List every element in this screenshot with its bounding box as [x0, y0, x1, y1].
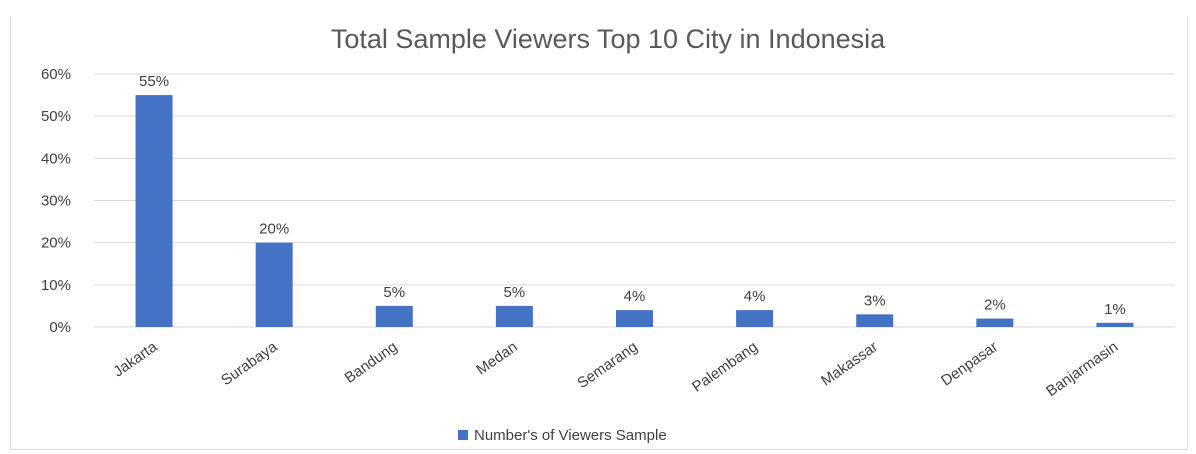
data-label: 55% [139, 73, 169, 90]
bar [255, 242, 293, 327]
x-category-label: Surabaya [218, 338, 281, 389]
bar [1096, 322, 1134, 327]
y-tick-label: 50% [41, 108, 71, 125]
data-labels: 55% 20% 5% 5% 4% 4% 3% 2% 1% [139, 73, 1126, 318]
bar [135, 95, 173, 327]
legend-label: Number's of Viewers Sample [474, 427, 667, 444]
y-tick-label: 0% [49, 319, 71, 336]
bar [495, 305, 533, 327]
x-category-label: Makassar [818, 338, 881, 389]
data-label: 2% [984, 297, 1006, 314]
bar [976, 318, 1014, 327]
x-category-label: Banjarmasin [1043, 338, 1121, 400]
x-category-label: Semarang [574, 338, 640, 392]
x-category-label: Palembang [689, 338, 761, 395]
data-label: 1% [1104, 301, 1126, 318]
data-label: 20% [259, 221, 289, 238]
bar [856, 314, 894, 327]
data-label: 5% [383, 284, 405, 301]
legend: Number's of Viewers Sample [458, 427, 667, 444]
x-category-label: Bandung [342, 338, 401, 386]
legend-swatch [458, 430, 468, 440]
y-axis-ticks: 0% 10% 20% 30% 40% 50% 60% [41, 66, 71, 336]
bar [616, 310, 653, 327]
y-tick-label: 10% [41, 277, 71, 294]
chart-title: Total Sample Viewers Top 10 City in Indo… [331, 24, 886, 54]
y-tick-label: 60% [41, 66, 71, 83]
data-label: 4% [624, 288, 646, 305]
y-tick-label: 20% [41, 235, 71, 252]
x-category-label: Denpasar [938, 338, 1001, 389]
bar [736, 310, 774, 327]
x-category-label: Jakarta [110, 338, 161, 381]
x-axis-categories: Jakarta Surabaya Bandung Medan Semarang Palem… [110, 338, 1121, 400]
chart-frame [10, 16, 1188, 450]
y-tick-label: 40% [41, 150, 71, 167]
bar [375, 305, 413, 327]
y-tick-label: 30% [41, 193, 71, 210]
data-label: 3% [864, 292, 886, 309]
data-label: 4% [744, 288, 766, 305]
data-label: 5% [504, 284, 526, 301]
bars [135, 95, 1134, 327]
x-category-label: Medan [473, 338, 520, 378]
